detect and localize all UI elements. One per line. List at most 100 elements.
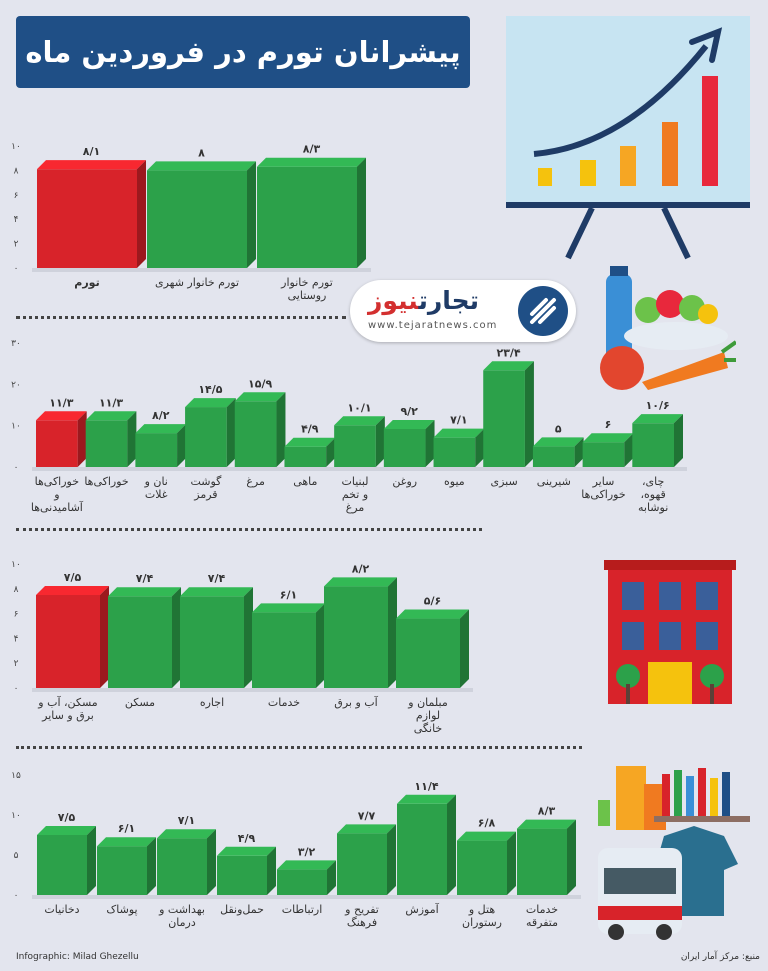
data-label: ۸/۱: [83, 145, 100, 158]
bar-top: [324, 577, 397, 587]
y-tick-label: ۱۰: [11, 142, 21, 152]
bar-front: [324, 586, 388, 688]
y-tick-label: ۳۰: [11, 339, 21, 349]
category-label: آشامیدنی‌ها: [31, 500, 84, 514]
bar-top: [334, 416, 385, 426]
bar: [257, 157, 366, 268]
bar-front: [147, 170, 247, 268]
bar: [337, 824, 396, 895]
chart-svg: ۰ ۵ ۱۰ ۱۵ ۷/۵ دخانیات ۶/۱ پوشاک ۷/۱ بهداشت ودرمان…: [11, 771, 581, 929]
bar-side: [87, 826, 96, 895]
data-label: ۶: [605, 418, 612, 431]
bar-front: [180, 596, 244, 688]
category-label: اجاره: [200, 696, 224, 709]
logo-url: www.tejaratnews.com: [368, 320, 498, 331]
bar-side: [177, 424, 187, 467]
bar-top: [383, 419, 435, 429]
bar-top: [457, 831, 516, 841]
logo-mark-icon: [518, 286, 568, 336]
bar-side: [127, 411, 137, 467]
data-label: ۳/۲: [298, 845, 316, 858]
category-label: بهداشت و: [158, 903, 205, 916]
chart-floor: [32, 688, 473, 692]
y-tick-label: ۲: [14, 659, 19, 669]
data-label: ۱۵/۹: [248, 377, 272, 390]
category-label: سایر: [592, 475, 615, 488]
y-tick-label: ۶: [14, 610, 19, 620]
category-label: رستوران: [462, 916, 502, 929]
logo-name-accent: نیوز: [368, 286, 419, 315]
category-label: شیرینی: [537, 475, 571, 488]
data-label: ۱۱/۳: [49, 396, 73, 409]
bar: [457, 831, 516, 895]
bar-front: [396, 618, 460, 688]
bar-side: [137, 160, 146, 268]
bar-front: [483, 370, 525, 467]
bar-side: [387, 824, 396, 895]
category-label: لبنیات: [341, 475, 368, 488]
bar: [147, 161, 256, 268]
chart-floor: [32, 467, 687, 471]
logo-text: تجارتنیوز: [368, 286, 479, 315]
category-label: حمل‌ونقل: [220, 903, 264, 916]
bar-top: [337, 824, 396, 834]
title-banner: پیشرانان تورم در فروردین ماه: [16, 16, 470, 88]
category-label: خدمات: [268, 696, 300, 709]
bar-front: [157, 838, 207, 895]
bar-side: [100, 586, 109, 688]
building-icon: [604, 560, 736, 708]
bar-front: [97, 846, 147, 895]
bar: [97, 837, 156, 895]
bar-front: [277, 869, 327, 895]
bar-side: [624, 433, 634, 467]
bar-side: [375, 416, 385, 467]
category-label: روستایی: [288, 289, 327, 302]
category-label: مسکن، آب و: [37, 695, 98, 709]
y-tick-label: ۰: [14, 891, 19, 901]
bar-top: [397, 794, 456, 804]
y-tick-label: ۸: [14, 166, 19, 176]
bar: [397, 794, 456, 895]
bar: [517, 819, 576, 895]
bar: [324, 577, 397, 688]
bar-front: [517, 828, 567, 895]
bar-side: [425, 419, 435, 467]
bar-top: [36, 411, 87, 421]
city-clothes-bus-icon: [594, 756, 754, 946]
bar: [180, 587, 253, 688]
data-label: ۷/۵: [58, 811, 76, 824]
category-label: دخانیات: [44, 903, 79, 916]
bar-side: [276, 392, 286, 467]
bar-front: [37, 835, 87, 895]
y-tick-label: ۸: [14, 585, 19, 595]
bar-top: [180, 587, 253, 597]
category-label: تورم خانوار شهری: [155, 276, 239, 289]
bar-top: [532, 437, 584, 447]
data-label: ۷/۴: [208, 572, 226, 585]
bar-front: [334, 425, 376, 467]
category-label: مسکن: [125, 696, 155, 709]
data-label: ۶/۸: [478, 817, 496, 830]
chart-floor: [32, 268, 371, 272]
bar-front: [36, 595, 100, 688]
bar-top: [396, 609, 469, 619]
bar-top: [252, 603, 325, 613]
data-label: ۵: [555, 422, 562, 435]
category-label: لوازم: [416, 709, 440, 722]
bar-side: [267, 846, 276, 895]
section-divider: [16, 746, 582, 749]
bar-front: [135, 433, 178, 467]
bar-side: [574, 437, 584, 467]
bar-side: [207, 829, 216, 895]
bar: [433, 428, 485, 467]
bar: [185, 398, 236, 467]
chart-housing-inflation: ۰ ۲ ۴ ۶ ۸ ۱۰ ۷/۵ مسکن، آب و برق و سایر ۷/۴ مسکن ۷/۴…: [11, 560, 473, 735]
category-label: نوشابه: [638, 501, 668, 514]
data-label: ۷/۱: [178, 814, 195, 827]
bar-front: [397, 803, 447, 895]
category-label: روغن: [392, 475, 417, 488]
credit-source: منبع: مرکز آمار ایران: [680, 952, 760, 962]
y-tick-label: ۲۰: [11, 380, 21, 390]
page-title: پیشرانان تورم در فروردین ماه: [25, 35, 461, 69]
data-label: ۷/۱: [450, 414, 467, 427]
